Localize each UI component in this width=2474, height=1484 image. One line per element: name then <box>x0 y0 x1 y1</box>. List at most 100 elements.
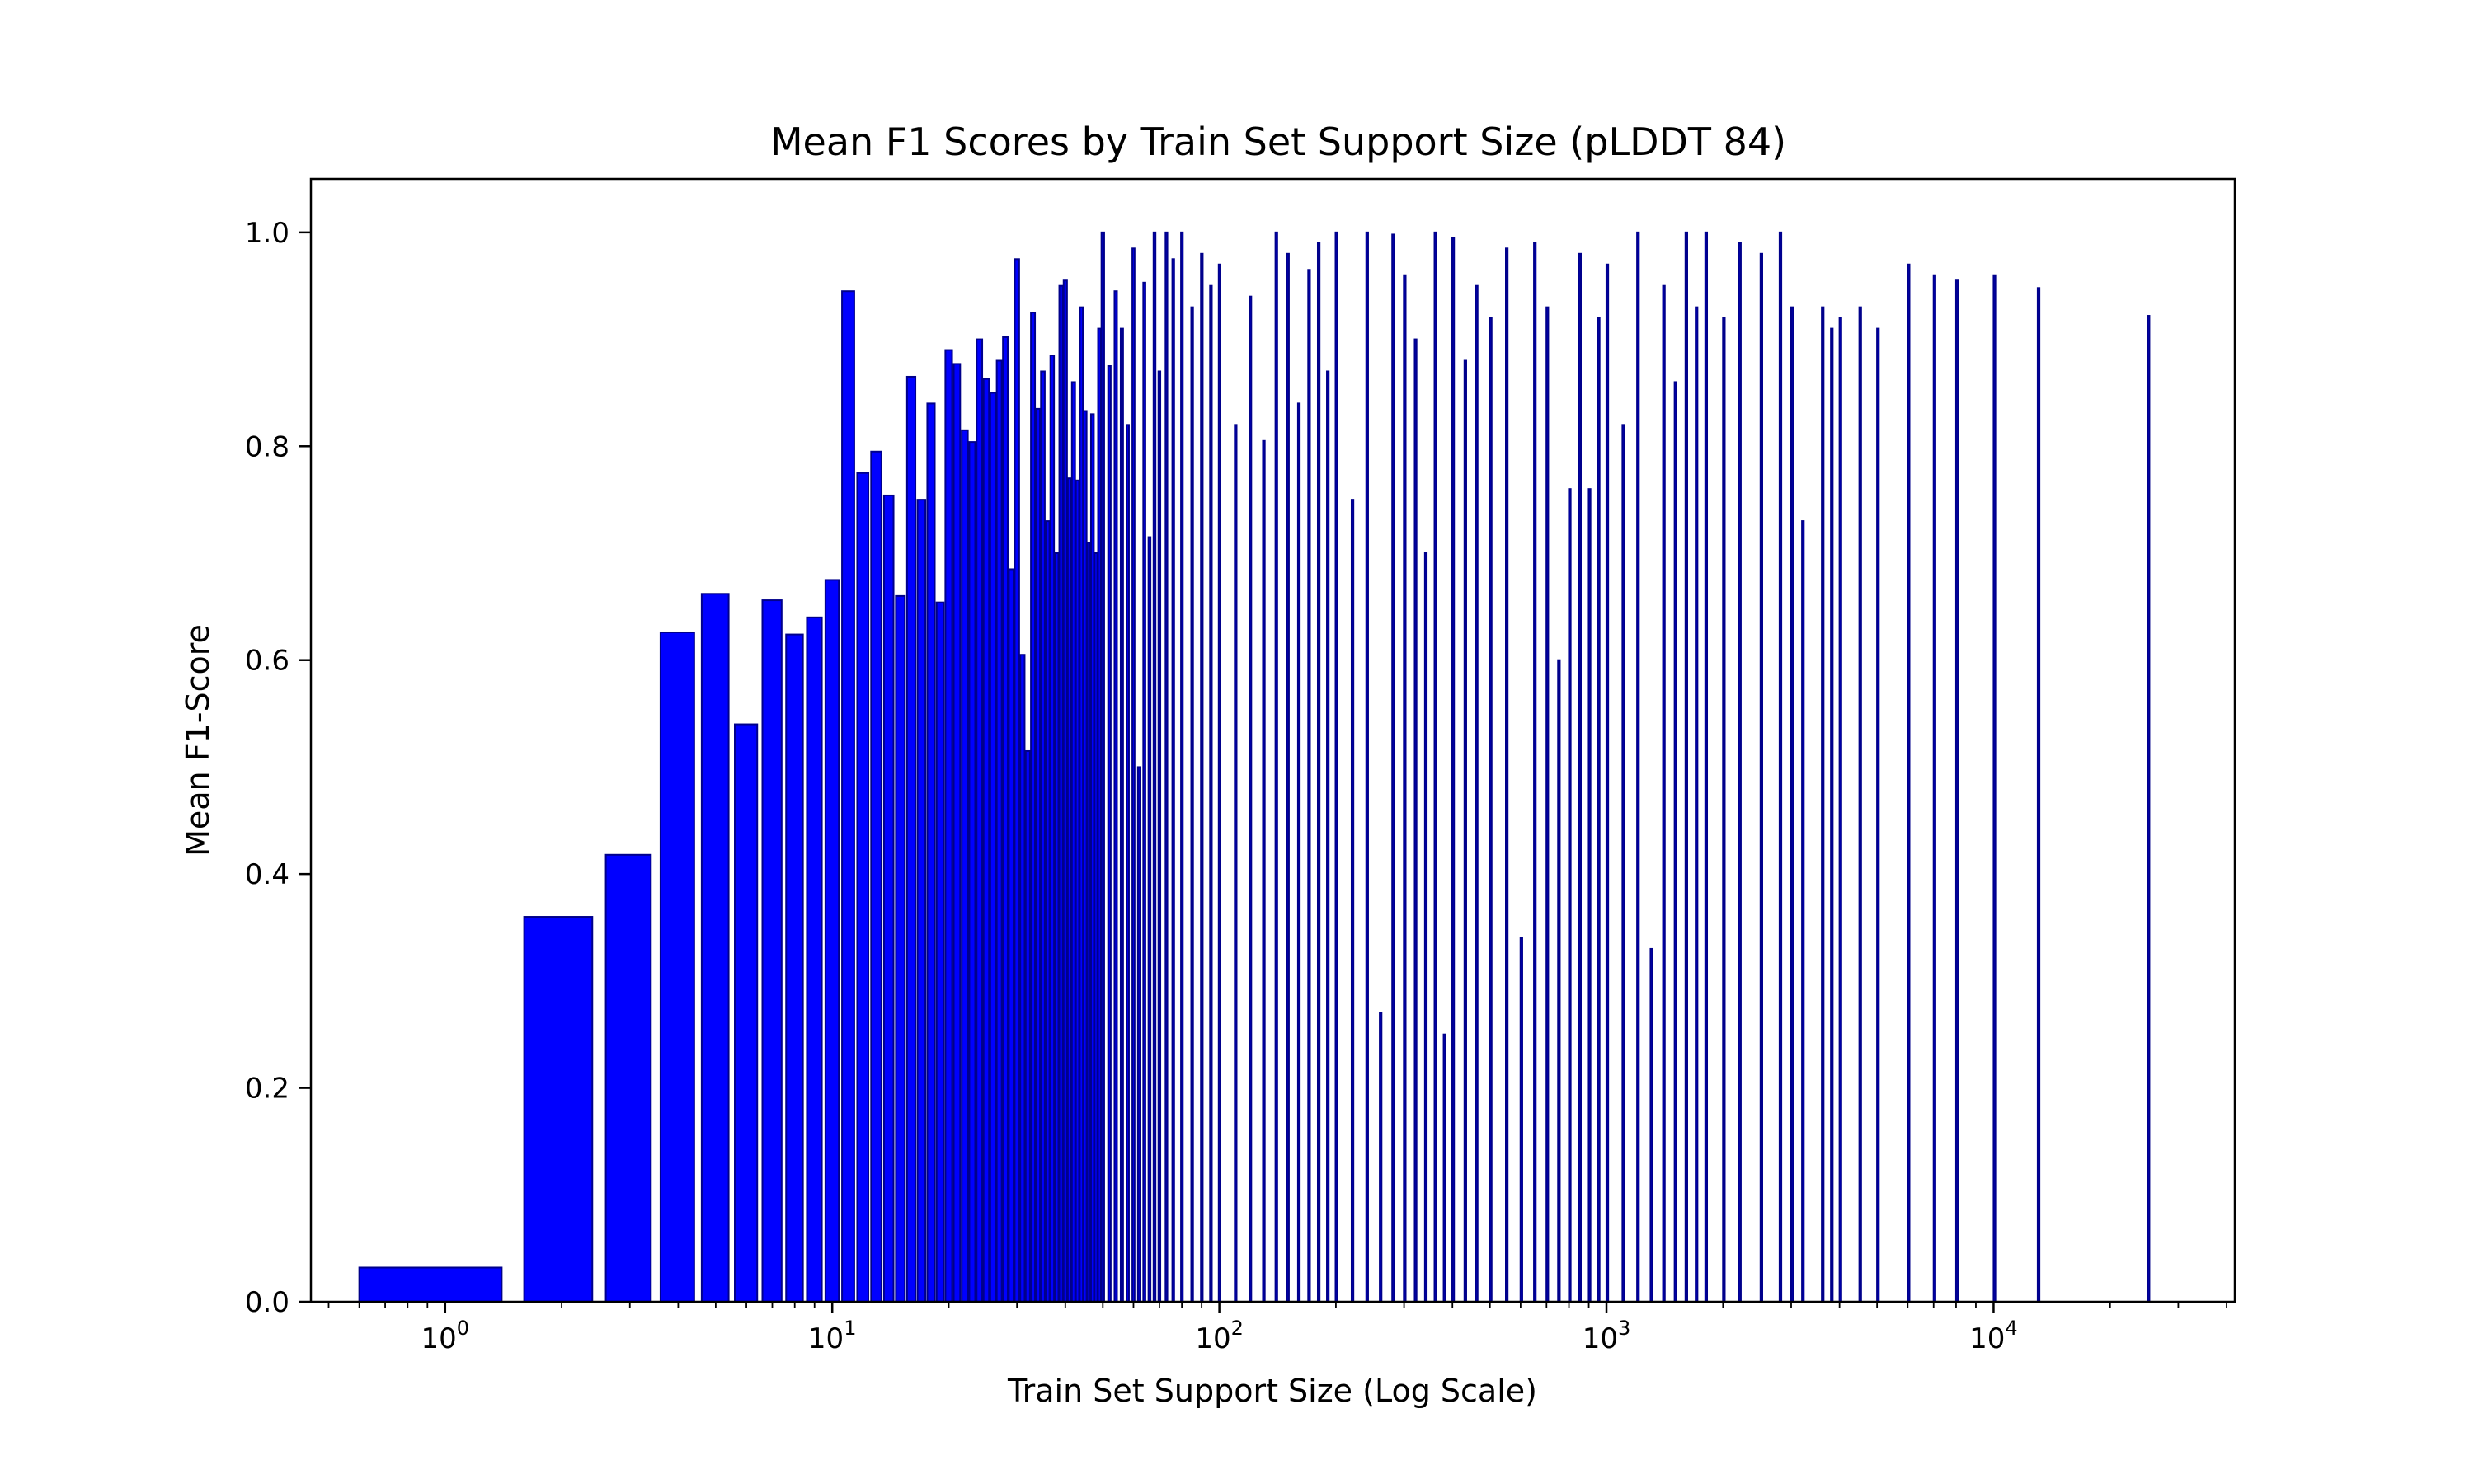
bar <box>926 402 936 1303</box>
bar <box>1136 766 1141 1303</box>
bar <box>1045 520 1051 1303</box>
bar <box>1062 279 1068 1303</box>
bar <box>1662 284 1666 1303</box>
bar <box>1008 568 1015 1303</box>
bar <box>1379 1012 1383 1303</box>
bar <box>1307 269 1311 1303</box>
bar <box>1722 317 1726 1303</box>
bar <box>1463 359 1467 1303</box>
y-tick-label: 0.2 <box>245 1073 289 1106</box>
y-axis-ticks: 0.0 0.2 0.4 0.6 0.8 1.0 <box>245 217 311 1319</box>
bar <box>995 359 1003 1303</box>
bar <box>952 363 962 1303</box>
y-tick-label: 0.4 <box>245 858 289 891</box>
bar <box>841 290 855 1303</box>
bar <box>1801 520 1805 1303</box>
bar <box>1673 381 1677 1303</box>
bar <box>785 633 804 1303</box>
bar <box>1505 247 1509 1303</box>
bar <box>1350 499 1355 1303</box>
bar <box>1142 281 1146 1303</box>
bar <box>1089 413 1095 1303</box>
bar <box>523 916 594 1303</box>
bar <box>856 472 870 1303</box>
bar <box>1451 237 1456 1303</box>
bar <box>895 594 906 1303</box>
bar <box>1217 263 1222 1303</box>
x-tick-label: 103 <box>1583 1317 1631 1355</box>
bar <box>700 593 730 1303</box>
bar <box>935 601 945 1303</box>
bar <box>1557 659 1561 1303</box>
bar <box>1152 231 1157 1303</box>
bar <box>961 429 969 1303</box>
bar <box>1035 407 1042 1303</box>
bar <box>1083 410 1088 1303</box>
bar <box>1190 306 1194 1303</box>
bar <box>1423 552 1428 1303</box>
chart-title: Mean F1 Scores by Train Set Support Size… <box>770 120 1786 164</box>
bar <box>1030 312 1037 1303</box>
bar <box>1876 327 1880 1303</box>
bar <box>1024 749 1031 1303</box>
bar <box>1413 338 1418 1303</box>
x-tick-label: 102 <box>1195 1317 1244 1355</box>
bar <box>1200 252 1204 1303</box>
bar <box>905 375 917 1303</box>
bar <box>1605 263 1610 1303</box>
y-tick-label: 0.0 <box>245 1286 289 1319</box>
bar <box>1249 295 1253 1303</box>
bar <box>1858 306 1862 1303</box>
bar <box>1838 317 1842 1303</box>
bar <box>1296 402 1301 1303</box>
bar <box>1442 1033 1446 1303</box>
bar <box>1119 327 1124 1303</box>
bar <box>2036 287 2041 1303</box>
bar <box>1180 231 1184 1303</box>
bar <box>1621 424 1625 1303</box>
bar <box>1830 327 1834 1303</box>
bar <box>1433 231 1437 1303</box>
bar <box>916 499 927 1303</box>
bar <box>1636 231 1640 1303</box>
bar <box>1954 279 1959 1303</box>
y-tick-label: 0.8 <box>245 430 289 463</box>
bar <box>1040 370 1046 1303</box>
bar <box>1489 317 1493 1303</box>
bar <box>1086 542 1092 1303</box>
bar <box>944 349 953 1303</box>
bar <box>1568 488 1572 1303</box>
bar <box>1164 231 1169 1303</box>
bar <box>1157 370 1162 1303</box>
bar <box>1049 355 1056 1303</box>
bar <box>824 579 840 1303</box>
bar <box>1790 306 1794 1303</box>
bar <box>882 494 895 1303</box>
bar <box>1002 336 1009 1303</box>
bar <box>1171 258 1175 1303</box>
bar <box>1107 365 1112 1303</box>
bar <box>1821 306 1825 1303</box>
bar <box>1274 231 1278 1303</box>
bar <box>659 631 695 1303</box>
bar <box>1100 231 1105 1303</box>
bar <box>1131 247 1136 1303</box>
bar <box>1759 252 1763 1303</box>
bar <box>604 853 652 1303</box>
bar <box>976 338 984 1303</box>
bar <box>1778 231 1783 1303</box>
bar <box>1545 306 1550 1303</box>
bar <box>1316 242 1321 1303</box>
plot-frame <box>309 177 2236 1303</box>
bar <box>1587 488 1592 1303</box>
bar <box>1519 937 1523 1303</box>
bar <box>1209 284 1213 1303</box>
x-tick-label: 100 <box>421 1317 470 1355</box>
bar <box>1262 439 1266 1303</box>
bar <box>1704 231 1709 1303</box>
x-tick-label: 104 <box>1969 1317 2018 1355</box>
x-tick-label: 101 <box>808 1317 857 1355</box>
bar <box>1326 370 1330 1303</box>
y-axis-title: Mean F1-Score <box>180 624 216 857</box>
